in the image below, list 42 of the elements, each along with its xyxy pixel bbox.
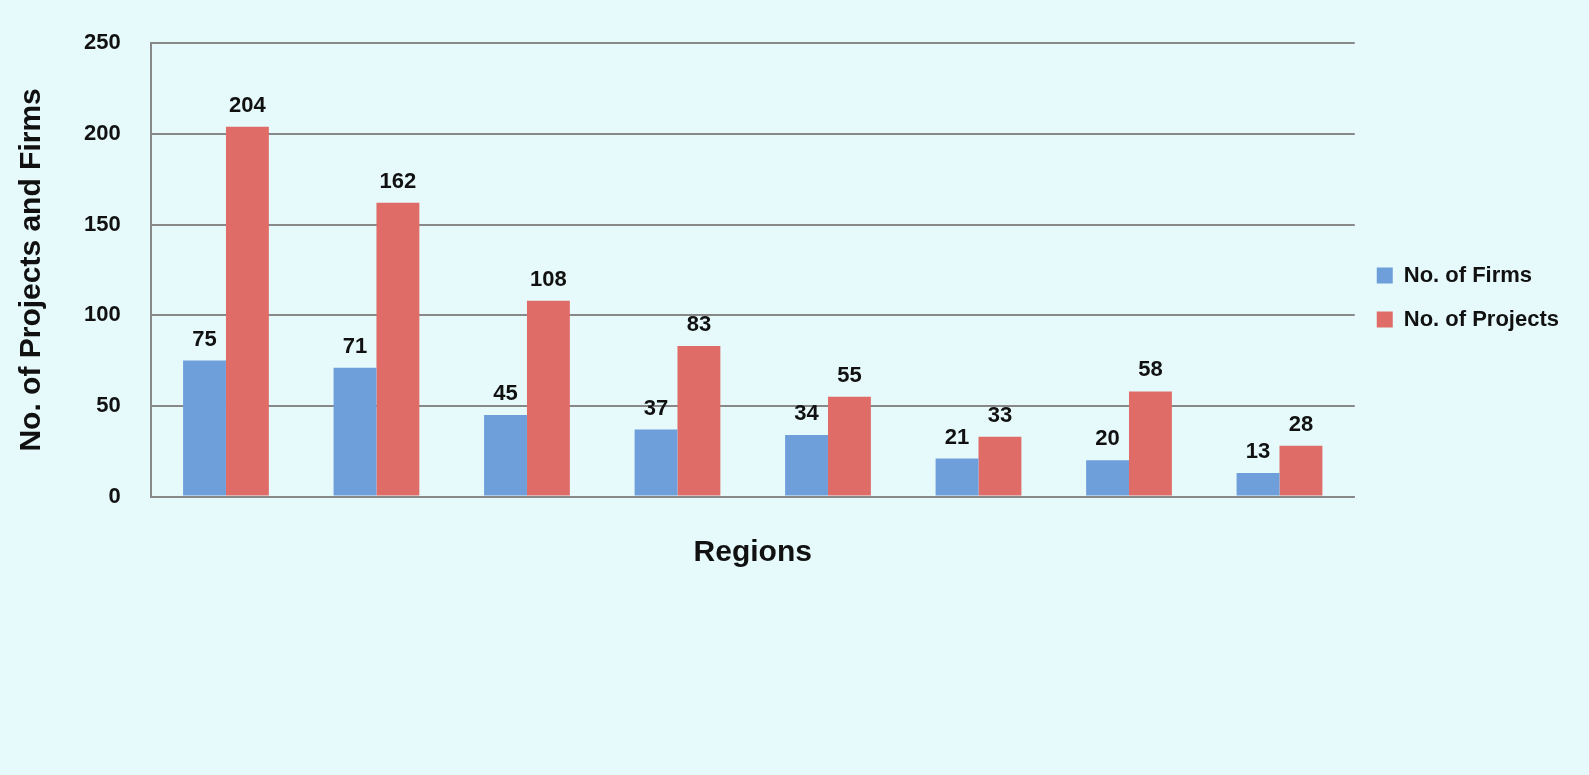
bar — [785, 434, 828, 496]
data-label: 204 — [229, 91, 267, 117]
data-label: 21 — [944, 423, 970, 449]
y-tick-label: 200 — [83, 119, 121, 145]
bar — [1086, 460, 1129, 496]
bar — [978, 436, 1022, 496]
bar — [183, 360, 226, 496]
x-axis-title: Regions — [693, 534, 812, 568]
bar — [484, 414, 527, 496]
data-label: 33 — [987, 401, 1013, 427]
bar — [677, 346, 721, 496]
data-label: 83 — [686, 311, 712, 337]
bar — [1279, 445, 1323, 496]
bar — [333, 367, 377, 496]
data-label: 45 — [493, 380, 518, 406]
y-tick-label: 50 — [96, 391, 121, 417]
data-label: 28 — [1288, 410, 1314, 436]
bar — [376, 202, 420, 496]
legend-label: No. of Projects — [1403, 305, 1559, 331]
bar — [827, 396, 871, 496]
y-tick-label: 0 — [108, 482, 121, 508]
data-label: 55 — [837, 361, 862, 387]
legend-label: No. of Firms — [1403, 261, 1533, 287]
bar — [1236, 473, 1280, 496]
data-label: 71 — [342, 332, 368, 358]
data-label: 75 — [192, 325, 217, 351]
data-label: 34 — [794, 400, 820, 425]
bar — [634, 429, 678, 496]
data-label: 20 — [1095, 425, 1120, 451]
y-axis-title: No. of Projects and Firms — [13, 88, 47, 452]
bar — [526, 300, 570, 496]
y-tick-label: 250 — [83, 29, 121, 55]
y-tick-label: 150 — [83, 210, 121, 236]
data-label: 108 — [530, 265, 567, 291]
y-tick-label: 100 — [83, 301, 121, 327]
data-label: 13 — [1245, 438, 1271, 464]
bar — [225, 126, 269, 496]
bar — [1128, 391, 1172, 496]
data-label: 58 — [1138, 356, 1163, 382]
data-label: 162 — [379, 167, 417, 193]
data-label: 37 — [643, 394, 669, 420]
bar — [935, 458, 979, 496]
